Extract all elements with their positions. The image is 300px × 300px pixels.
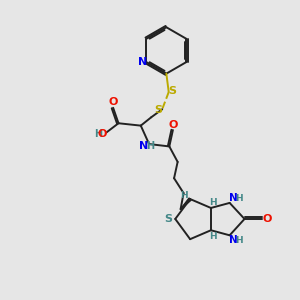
Text: H: H (94, 129, 102, 139)
Text: N: N (138, 57, 147, 67)
Text: H: H (209, 197, 217, 206)
Text: N: N (229, 193, 238, 203)
Text: O: O (98, 129, 107, 139)
Text: H: H (146, 141, 154, 151)
Text: H: H (209, 232, 217, 241)
Text: S: S (169, 86, 177, 96)
Text: H: H (180, 191, 188, 200)
Text: O: O (169, 120, 178, 130)
Text: N: N (229, 236, 238, 245)
Text: S: S (154, 105, 162, 115)
Polygon shape (181, 198, 191, 209)
Text: H: H (235, 194, 242, 203)
Text: S: S (165, 214, 173, 224)
Text: N: N (139, 141, 148, 151)
Text: O: O (108, 98, 118, 107)
Text: O: O (262, 214, 272, 224)
Text: H: H (235, 236, 242, 245)
